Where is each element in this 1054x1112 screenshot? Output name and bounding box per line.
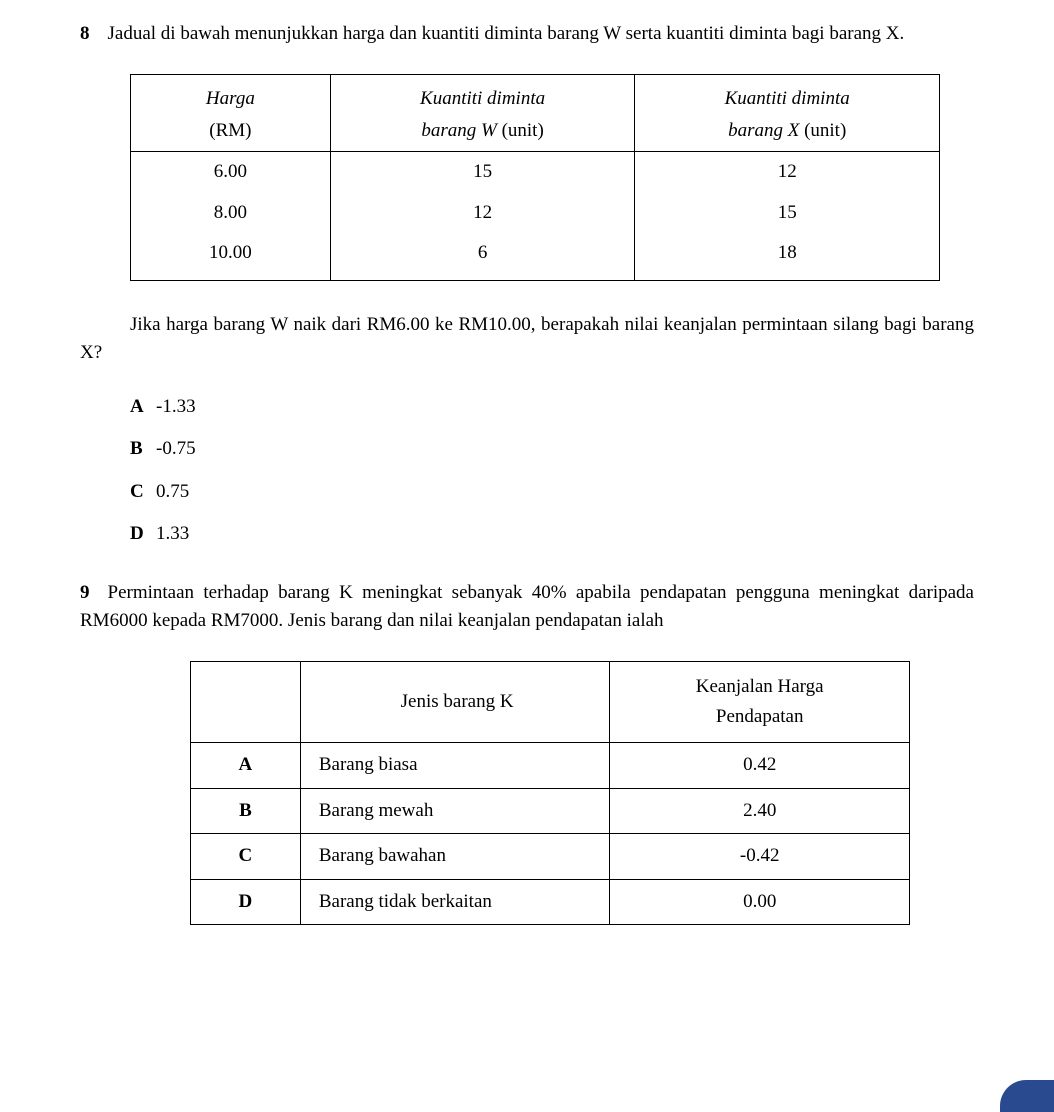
header-2-top: Kuantiti diminta bbox=[343, 83, 623, 115]
table-cell: 18 bbox=[635, 233, 940, 280]
question-9: 9Permintaan terhadap barang K meningkat … bbox=[80, 579, 974, 926]
table-cell: 15 bbox=[330, 152, 635, 193]
option-letter: A bbox=[130, 393, 156, 422]
table-cell-value: 0.42 bbox=[610, 743, 910, 789]
table-cell: 6.00 bbox=[131, 152, 331, 193]
header-3-line1: Keanjalan Harga bbox=[696, 676, 824, 697]
question-8-subquestion: Jika harga barang W naik dari RM6.00 ke … bbox=[80, 311, 974, 368]
table-row: C Barang bawahan -0.42 bbox=[191, 834, 910, 880]
header-3-bottom-suffix: (unit) bbox=[799, 120, 846, 141]
option-d: D1.33 bbox=[130, 520, 974, 549]
table-cell: 8.00 bbox=[131, 193, 331, 234]
page-corner-accent bbox=[1000, 1080, 1054, 1112]
option-c: C0.75 bbox=[130, 478, 974, 507]
question-8-options: A-1.33 B-0.75 C0.75 D1.33 bbox=[130, 393, 974, 549]
table-row: A Barang biasa 0.42 bbox=[191, 743, 910, 789]
table-cell: 12 bbox=[330, 193, 635, 234]
table-row: 10.00 6 18 bbox=[131, 233, 940, 280]
header-3-top: Kuantiti diminta bbox=[647, 83, 927, 115]
question-8-subquestion-text: Jika harga barang W naik dari RM6.00 ke … bbox=[80, 314, 974, 364]
header-3-line2: Pendapatan bbox=[716, 706, 804, 727]
option-text: 1.33 bbox=[156, 523, 189, 544]
question-9-body: Permintaan terhadap barang K meningkat s… bbox=[80, 582, 974, 632]
option-a: A-1.33 bbox=[130, 393, 974, 422]
table-cell: 10.00 bbox=[131, 233, 331, 280]
option-letter: D bbox=[130, 520, 156, 549]
table-q8-header-1: Harga (RM) bbox=[131, 74, 331, 152]
table-row: D Barang tidak berkaitan 0.00 bbox=[191, 879, 910, 925]
option-b: B-0.75 bbox=[130, 435, 974, 464]
header-1-top: Harga bbox=[143, 83, 318, 115]
table-cell-value: 2.40 bbox=[610, 788, 910, 834]
table-q8-header-row: Harga (RM) Kuantiti diminta barang W (un… bbox=[131, 74, 940, 152]
option-text: -1.33 bbox=[156, 396, 196, 417]
option-letter: B bbox=[130, 435, 156, 464]
header-2-bottom: barang W (unit) bbox=[343, 115, 623, 147]
table-cell-jenis: Barang biasa bbox=[300, 743, 610, 789]
header-3-bottom: barang X (unit) bbox=[647, 115, 927, 147]
question-8: 8 Jadual di bawah menunjukkan harga dan k… bbox=[80, 20, 974, 549]
option-letter: C bbox=[130, 478, 156, 507]
table-q9-header-2: Jenis barang K bbox=[300, 661, 610, 743]
header-3-bottom-italic: barang X bbox=[728, 120, 799, 141]
table-cell-jenis: Barang tidak berkaitan bbox=[300, 879, 610, 925]
table-cell-value: -0.42 bbox=[610, 834, 910, 880]
table-cell-letter: D bbox=[191, 879, 301, 925]
option-text: 0.75 bbox=[156, 481, 189, 502]
question-9-text: 9Permintaan terhadap barang K meningkat … bbox=[80, 579, 974, 636]
question-8-number: 8 bbox=[80, 23, 90, 44]
table-cell-letter: A bbox=[191, 743, 301, 789]
option-text: -0.75 bbox=[156, 438, 196, 459]
table-q9: Jenis barang K Keanjalan Harga Pendapata… bbox=[190, 661, 910, 926]
header-2-bottom-italic: barang W bbox=[421, 120, 496, 141]
question-9-number: 9 bbox=[80, 582, 90, 603]
table-cell-letter: B bbox=[191, 788, 301, 834]
header-1-bottom: (RM) bbox=[143, 115, 318, 147]
question-8-body: Jadual di bawah menunjukkan harga dan ku… bbox=[108, 23, 905, 44]
table-cell: 12 bbox=[635, 152, 940, 193]
table-cell: 15 bbox=[635, 193, 940, 234]
table-cell-jenis: Barang bawahan bbox=[300, 834, 610, 880]
table-cell: 6 bbox=[330, 233, 635, 280]
table-q8: Harga (RM) Kuantiti diminta barang W (un… bbox=[130, 74, 940, 281]
table-cell-jenis: Barang mewah bbox=[300, 788, 610, 834]
header-2-bottom-suffix: (unit) bbox=[497, 120, 544, 141]
table-cell-letter: C bbox=[191, 834, 301, 880]
table-row: 8.00 12 15 bbox=[131, 193, 940, 234]
table-q9-header-3: Keanjalan Harga Pendapatan bbox=[610, 661, 910, 743]
table-q8-header-3: Kuantiti diminta barang X (unit) bbox=[635, 74, 940, 152]
table-q9-header-row: Jenis barang K Keanjalan Harga Pendapata… bbox=[191, 661, 910, 743]
table-q8-header-2: Kuantiti diminta barang W (unit) bbox=[330, 74, 635, 152]
table-q9-header-1 bbox=[191, 661, 301, 743]
table-row: 6.00 15 12 bbox=[131, 152, 940, 193]
table-cell-value: 0.00 bbox=[610, 879, 910, 925]
table-row: B Barang mewah 2.40 bbox=[191, 788, 910, 834]
question-8-text: 8 Jadual di bawah menunjukkan harga dan k… bbox=[80, 20, 974, 49]
